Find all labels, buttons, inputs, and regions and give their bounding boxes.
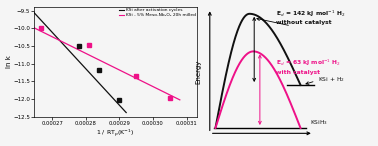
- Text: E$_d$ = 142 kJ mol$^{-1}$ H$_2$
without catalyst: E$_d$ = 142 kJ mol$^{-1}$ H$_2$ without …: [276, 8, 345, 25]
- Legend: KSi after activation cycles, KSi - 5% Meso-Nb₂O₅ 20h milled: KSi after activation cycles, KSi - 5% Me…: [119, 8, 196, 18]
- Y-axis label: ln k: ln k: [6, 56, 12, 68]
- Text: Energy: Energy: [195, 59, 201, 84]
- X-axis label: 1 / RT$_p$(K$^{-1}$): 1 / RT$_p$(K$^{-1}$): [96, 127, 135, 139]
- Text: KSi + H$_2$: KSi + H$_2$: [318, 75, 345, 84]
- Text: E$_d$ = 63 kJ mol$^{-1}$ H$_2$
with catalyst: E$_d$ = 63 kJ mol$^{-1}$ H$_2$ with cata…: [276, 58, 341, 75]
- Text: KSiH$_3$: KSiH$_3$: [310, 118, 328, 127]
